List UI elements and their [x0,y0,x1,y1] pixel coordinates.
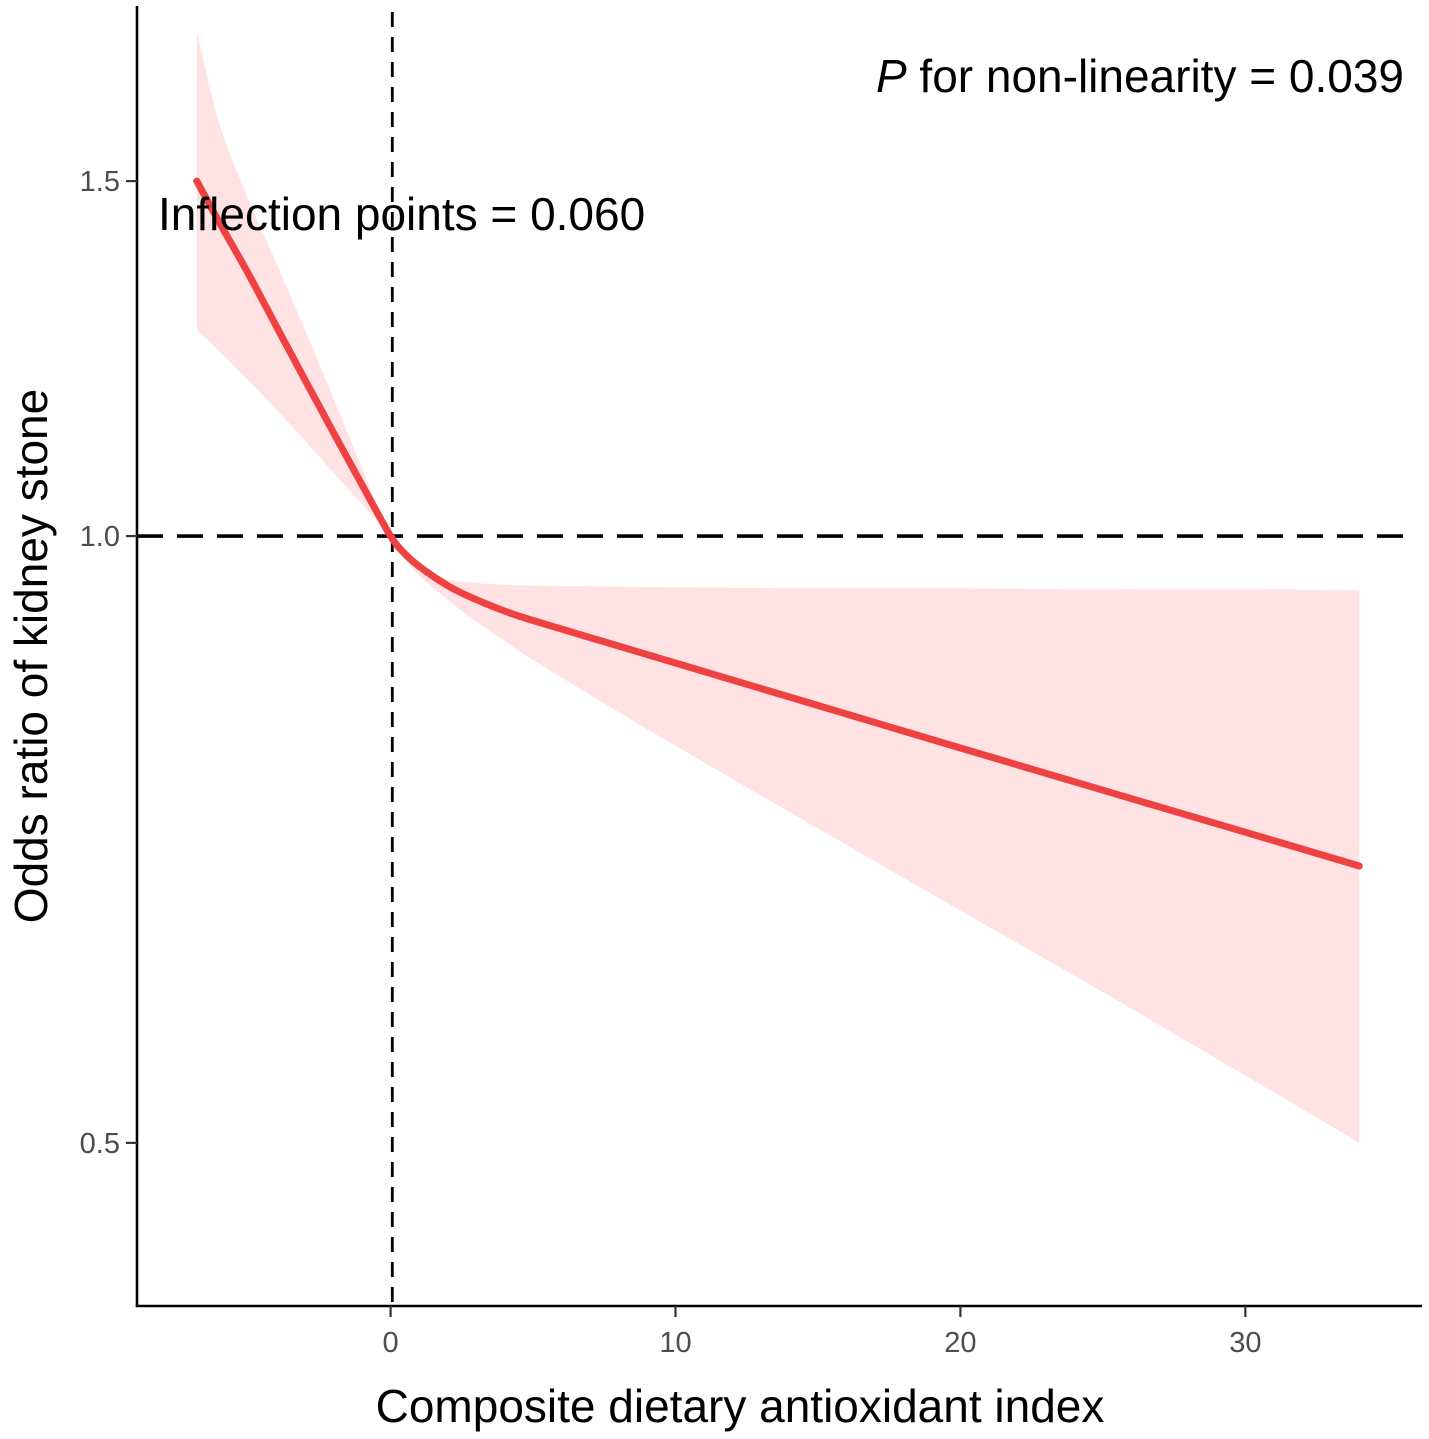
p-value-annotation: P for non-linearity = 0.039 [876,50,1404,102]
odds-ratio-curve [193,177,1363,870]
reference-lines [137,12,1404,1306]
inflection-annotation: Inflection points = 0.060 [158,188,645,240]
confidence-band-layer [196,31,1360,1143]
y-tick-label: 1.5 [80,166,120,198]
x-tick-label: 30 [1229,1327,1261,1359]
x-tick-label: 0 [383,1327,399,1359]
p-value-text: for non-linearity = 0.039 [907,50,1404,102]
x-tick-label: 10 [659,1327,691,1359]
x-axis-title: Composite dietary antioxidant index [376,1380,1105,1432]
y-axis-title: Odds ratio of kidney stone [5,389,57,923]
y-tick-label: 1.0 [80,521,120,553]
x-tick-label: 20 [944,1327,976,1359]
curve-layer [193,177,1363,870]
confidence-band [196,31,1360,1143]
y-tick-label: 0.5 [80,1128,120,1160]
p-symbol: P [876,50,907,102]
axes: 0 10 20 30 0.5 1.0 1.5 [80,6,1422,1359]
